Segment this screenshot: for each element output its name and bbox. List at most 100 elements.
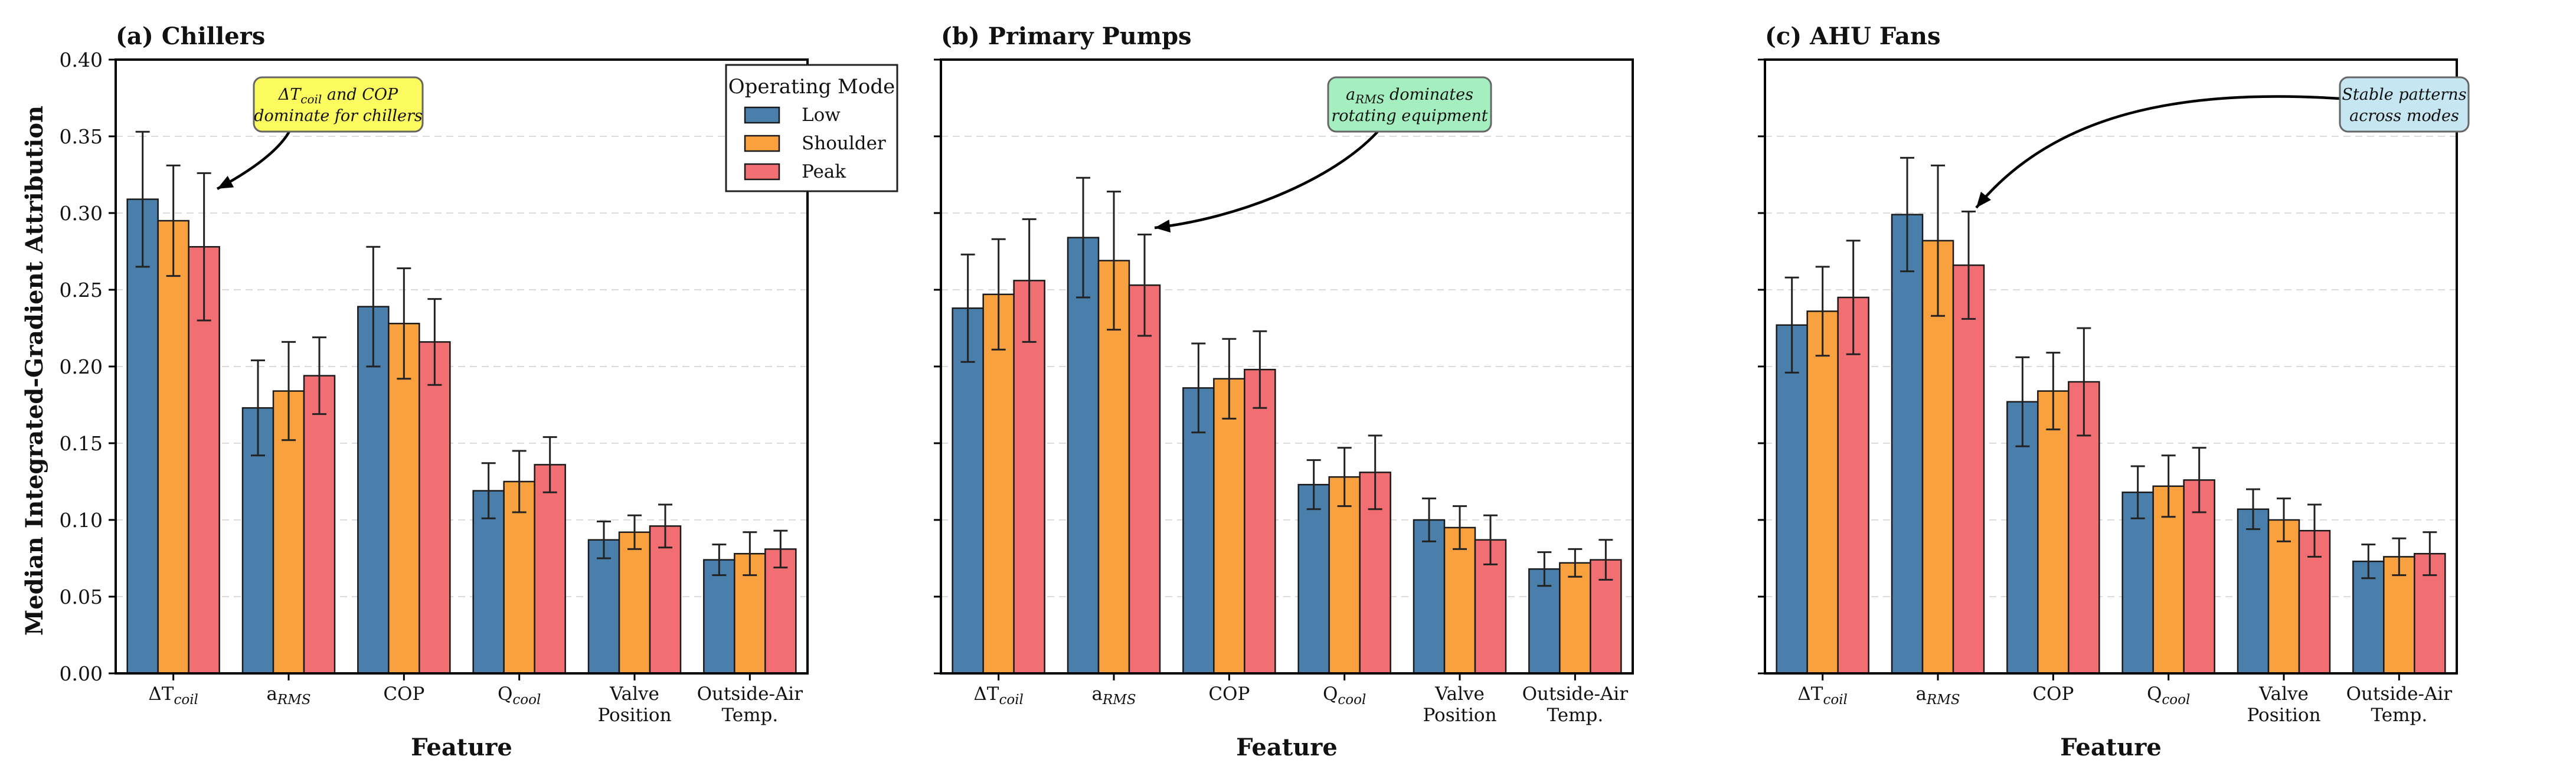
x-tick-label: ΔTcoil bbox=[1797, 683, 1848, 708]
x-tick-label-main: a bbox=[266, 683, 277, 705]
x-tick-label: ΔTcoil bbox=[973, 683, 1024, 708]
x-tick-label-sub: RMS bbox=[277, 692, 311, 708]
bar-shoulder bbox=[2383, 556, 2415, 675]
bar-shoulder bbox=[618, 531, 651, 675]
panel-title: (c) AHU Fans bbox=[1765, 22, 1941, 50]
legend-swatch-low bbox=[744, 106, 780, 124]
x-tick-label-sub: cool bbox=[2162, 692, 2190, 708]
x-tick-label-main: COP bbox=[383, 683, 424, 705]
y-tick-label: 0.05 bbox=[60, 585, 103, 608]
x-tick-label-sub: coil bbox=[174, 692, 198, 708]
annotation-text-line1: aRMS dominates bbox=[1346, 86, 1473, 106]
legend-label-shoulder: Shoulder bbox=[802, 133, 886, 154]
bar-low bbox=[1776, 324, 1808, 675]
annotation-text-line1: ΔTcoil and COP bbox=[278, 86, 398, 106]
bar-shoulder bbox=[982, 293, 1015, 675]
bar-peak bbox=[419, 341, 451, 675]
annotation-rest: dominates bbox=[1384, 86, 1473, 104]
x-tick-label-main: Q bbox=[2147, 683, 2162, 705]
annotation-3: Stable patterns across modes bbox=[1975, 76, 2470, 209]
x-tick-label-line2: Temp. bbox=[2371, 705, 2427, 726]
x-tick-label-line1: Valve bbox=[2258, 683, 2309, 705]
bar-peak bbox=[1952, 264, 1985, 675]
bar-shoulder bbox=[1213, 378, 1245, 675]
x-tick-label-line1: Valve bbox=[1434, 683, 1485, 705]
annotation-text-line2: rotating equipment bbox=[1331, 107, 1488, 125]
x-tick-label-line1: Outside-Air bbox=[2346, 683, 2453, 705]
x-tick-label-main: Q bbox=[498, 683, 512, 705]
bar-shoulder bbox=[1559, 562, 1591, 675]
panels-layer: 0.000.050.100.150.200.250.300.350.40ΔTco… bbox=[60, 22, 2470, 761]
x-tick-label-sub: cool bbox=[1338, 692, 1366, 708]
x-tick-label-main: a bbox=[1915, 683, 1926, 705]
bar-low bbox=[1413, 519, 1446, 675]
x-tick-label-sub: coil bbox=[1823, 692, 1847, 708]
x-tick-label-main: ΔT bbox=[148, 683, 174, 705]
x-tick-label-line2: Position bbox=[597, 705, 671, 726]
bar-peak bbox=[1244, 368, 1276, 675]
x-tick-label: COP bbox=[2032, 683, 2074, 705]
bar-low bbox=[952, 307, 984, 675]
x-tick-label: Outside-Air Temp. bbox=[697, 683, 803, 726]
annotation-rest: and COP bbox=[322, 86, 398, 104]
bar-low bbox=[703, 559, 735, 675]
bar-low bbox=[126, 198, 159, 675]
legend-label-low: Low bbox=[802, 104, 841, 126]
annotation-arrowhead bbox=[217, 175, 234, 189]
bar-shoulder bbox=[157, 220, 189, 675]
annotation-box bbox=[253, 76, 424, 133]
bar-shoulder bbox=[1328, 476, 1361, 675]
bar-shoulder bbox=[388, 322, 420, 675]
panel-2: ΔTcoil aRMS COP Qcool Valve Position Outside-A… bbox=[934, 22, 1634, 761]
x-tick-label: Valve Position bbox=[2247, 683, 2320, 726]
x-tick-label: ΔTcoil bbox=[148, 683, 198, 708]
x-tick-label-main: Q bbox=[1323, 683, 1338, 705]
annotation-arrowhead bbox=[1155, 220, 1171, 233]
bar-low bbox=[1891, 214, 1924, 675]
annotation-arrow bbox=[1975, 95, 2340, 209]
x-tick-label-line1: Valve bbox=[609, 683, 659, 705]
x-tick-label: Valve Position bbox=[1423, 683, 1496, 726]
x-tick-label-main: ΔT bbox=[973, 683, 999, 705]
bar-shoulder bbox=[2267, 519, 2300, 675]
x-tick-label: COP bbox=[1208, 683, 1250, 705]
bar-low bbox=[1297, 483, 1330, 675]
x-tick-label: Valve Position bbox=[597, 683, 671, 726]
panel-1: 0.000.050.100.150.200.250.300.350.40ΔTco… bbox=[60, 22, 809, 761]
bar-peak bbox=[534, 464, 566, 675]
legend-title: Operating Mode bbox=[728, 75, 895, 99]
panel-title: (a) Chillers bbox=[116, 22, 265, 50]
annotation-arrow bbox=[1154, 130, 1379, 230]
bar-low bbox=[2237, 508, 2270, 675]
x-axis-label: Feature bbox=[411, 734, 512, 761]
y-axis-label: Median Integrated-Gradient Attribution bbox=[21, 106, 48, 636]
y-tick-label: 0.40 bbox=[60, 48, 103, 71]
y-tick-label: 0.10 bbox=[60, 509, 103, 532]
x-axis-label: Feature bbox=[2060, 734, 2162, 761]
x-tick-label-sub: cool bbox=[512, 692, 541, 708]
x-tick-label: Qcool bbox=[498, 683, 541, 708]
legend-swatch-peak bbox=[744, 163, 780, 181]
x-tick-label-line2: Temp. bbox=[1547, 705, 1603, 726]
bar-shoulder bbox=[1806, 310, 1839, 675]
x-tick-label: COP bbox=[383, 683, 424, 705]
y-tick-label: 0.25 bbox=[60, 279, 103, 302]
legend: Operating Mode Low Shoulder Peak bbox=[725, 64, 898, 192]
x-tick-label-sub: coil bbox=[999, 692, 1023, 708]
x-tick-label-sub: RMS bbox=[1926, 692, 1960, 708]
x-tick-label: Outside-Air Temp. bbox=[1522, 683, 1629, 726]
x-tick-label-line2: Position bbox=[2247, 705, 2320, 726]
x-tick-label: Qcool bbox=[1323, 683, 1366, 708]
panel-title: (b) Primary Pumps bbox=[941, 22, 1192, 50]
y-tick-label: 0.30 bbox=[60, 202, 103, 225]
annotation-box bbox=[1327, 76, 1492, 133]
annotation-text-line1: Stable patterns bbox=[2342, 86, 2466, 104]
x-tick-label: aRMS bbox=[1915, 683, 1960, 708]
bar-peak bbox=[1128, 284, 1161, 675]
x-tick-label: aRMS bbox=[1091, 683, 1136, 708]
x-tick-label-main: COP bbox=[1208, 683, 1250, 705]
bar-low bbox=[1067, 237, 1100, 675]
